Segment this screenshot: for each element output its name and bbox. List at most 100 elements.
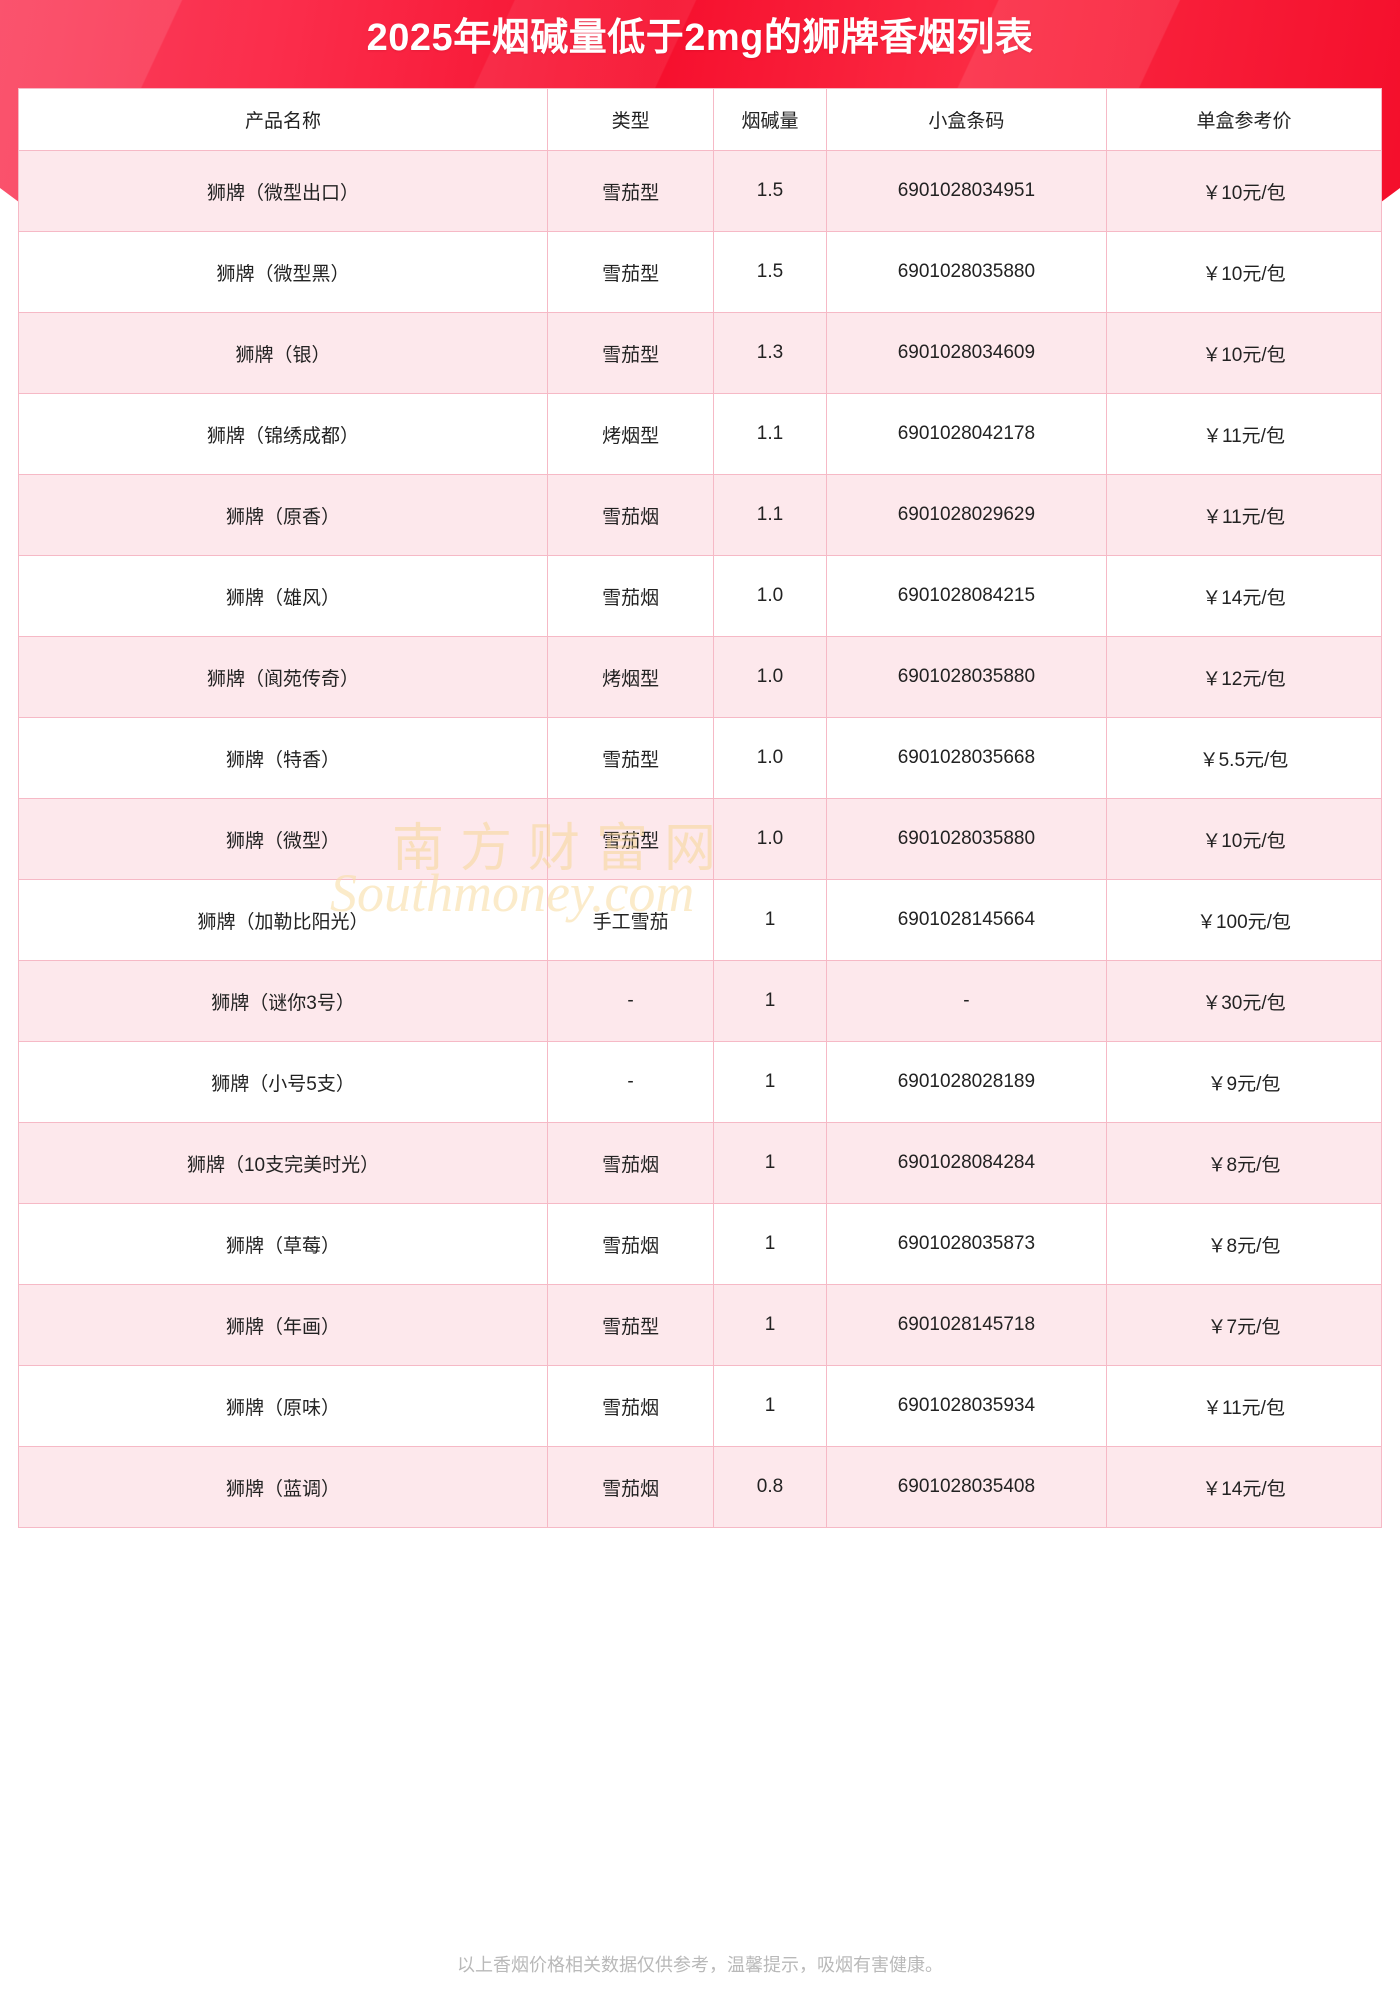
column-header-price: 单盒参考价 (1105, 88, 1383, 151)
price-cell: ￥10元/包 (1105, 798, 1383, 880)
table-row: 狮牌（原味） 雪茄烟 1 6901028035934 ￥11元/包 (17, 1365, 1383, 1447)
table-row: 狮牌（雄风） 雪茄烟 1.0 6901028084215 ￥14元/包 (17, 555, 1383, 637)
product-type-cell: - (547, 960, 715, 1042)
barcode-cell: 6901028145718 (825, 1284, 1107, 1366)
product-name-cell: 狮牌（年画） (17, 1284, 549, 1366)
price-cell: ￥10元/包 (1105, 312, 1383, 394)
barcode-cell: 6901028028189 (825, 1041, 1107, 1123)
barcode-cell: 6901028035934 (825, 1365, 1107, 1447)
product-type-cell: - (547, 1041, 715, 1123)
product-type-cell: 雪茄型 (547, 1284, 715, 1366)
product-name-cell: 狮牌（蓝调） (17, 1446, 549, 1528)
barcode-cell: 6901028035668 (825, 717, 1107, 799)
product-name-cell: 狮牌（银） (17, 312, 549, 394)
table-row: 狮牌（特香） 雪茄型 1.0 6901028035668 ￥5.5元/包 (17, 717, 1383, 799)
cigarette-table-container: 产品名称 类型 烟碱量 小盒条码 单盒参考价 狮牌（微型出口） 雪茄型 1.5 690… (17, 88, 1383, 1528)
table-row: 狮牌（蓝调） 雪茄烟 0.8 6901028035408 ￥14元/包 (17, 1446, 1383, 1528)
table-body: 狮牌（微型出口） 雪茄型 1.5 6901028034951 ￥10元/包 狮牌（微型黑）… (17, 150, 1383, 1528)
price-cell: ￥10元/包 (1105, 231, 1383, 313)
table-head: 产品名称 类型 烟碱量 小盒条码 单盒参考价 (17, 88, 1383, 151)
price-cell: ￥11元/包 (1105, 393, 1383, 475)
product-type-cell: 雪茄型 (547, 798, 715, 880)
product-type-cell: 雪茄型 (547, 150, 715, 232)
product-name-cell: 狮牌（特香） (17, 717, 549, 799)
nicotine-cell: 1.0 (713, 636, 827, 718)
product-type-cell: 雪茄型 (547, 231, 715, 313)
column-header-type: 类型 (547, 88, 715, 151)
price-cell: ￥30元/包 (1105, 960, 1383, 1042)
product-name-cell: 狮牌（雄风） (17, 555, 549, 637)
table-row: 狮牌（谜你3号） -1- ￥30元/包 (17, 960, 1383, 1042)
nicotine-cell: 1.0 (713, 798, 827, 880)
barcode-cell: - (825, 960, 1107, 1042)
barcode-cell: 6901028035880 (825, 231, 1107, 313)
column-header-name: 产品名称 (17, 88, 549, 151)
table-row: 狮牌（加勒比阳光） 手工雪茄 1 6901028145664 ￥100元/包 (17, 879, 1383, 961)
table-row: 狮牌（锦绣成都） 烤烟型 1.1 6901028042178 ￥11元/包 (17, 393, 1383, 475)
table-row: 狮牌（阆苑传奇） 烤烟型 1.0 6901028035880 ￥12元/包 (17, 636, 1383, 718)
nicotine-cell: 1 (713, 1365, 827, 1447)
table-row: 狮牌（原香） 雪茄烟 1.1 6901028029629 ￥11元/包 (17, 474, 1383, 556)
product-type-cell: 烤烟型 (547, 393, 715, 475)
barcode-cell: 6901028029629 (825, 474, 1107, 556)
price-cell: ￥100元/包 (1105, 879, 1383, 961)
product-name-cell: 狮牌（小号5支） (17, 1041, 549, 1123)
barcode-cell: 6901028042178 (825, 393, 1107, 475)
product-name-cell: 狮牌（原味） (17, 1365, 549, 1447)
table-header-row: 产品名称 类型 烟碱量 小盒条码 单盒参考价 (17, 88, 1383, 151)
product-type-cell: 雪茄烟 (547, 1365, 715, 1447)
price-cell: ￥14元/包 (1105, 555, 1383, 637)
nicotine-cell: 1.3 (713, 312, 827, 394)
nicotine-cell: 1 (713, 960, 827, 1042)
product-type-cell: 雪茄型 (547, 717, 715, 799)
barcode-cell: 6901028034609 (825, 312, 1107, 394)
barcode-cell: 6901028084284 (825, 1122, 1107, 1204)
nicotine-cell: 1.5 (713, 231, 827, 313)
price-cell: ￥5.5元/包 (1105, 717, 1383, 799)
barcode-cell: 6901028145664 (825, 879, 1107, 961)
price-cell: ￥9元/包 (1105, 1041, 1383, 1123)
nicotine-cell: 1 (713, 1122, 827, 1204)
nicotine-cell: 1 (713, 1284, 827, 1366)
table-row: 狮牌（草莓） 雪茄烟 1 6901028035873 ￥8元/包 (17, 1203, 1383, 1285)
table-row: 狮牌（10支完美时光） 雪茄烟 1 6901028084284 ￥8元/包 (17, 1122, 1383, 1204)
product-type-cell: 雪茄烟 (547, 1122, 715, 1204)
nicotine-cell: 1 (713, 879, 827, 961)
product-type-cell: 雪茄烟 (547, 555, 715, 637)
price-cell: ￥7元/包 (1105, 1284, 1383, 1366)
product-type-cell: 雪茄烟 (547, 1446, 715, 1528)
footer-disclaimer: 以上香烟价格相关数据仅供参考，温馨提示，吸烟有害健康。 (457, 1955, 943, 1975)
nicotine-cell: 1.1 (713, 474, 827, 556)
barcode-cell: 6901028034951 (825, 150, 1107, 232)
nicotine-cell: 1.1 (713, 393, 827, 475)
product-name-cell: 狮牌（谜你3号） (17, 960, 549, 1042)
price-cell: ￥11元/包 (1105, 1365, 1383, 1447)
product-type-cell: 雪茄型 (547, 312, 715, 394)
product-name-cell: 狮牌（阆苑传奇） (17, 636, 549, 718)
nicotine-cell: 1 (713, 1203, 827, 1285)
page-title: 2025年烟碱量低于2mg的狮牌香烟列表 (366, 17, 1034, 59)
nicotine-cell: 1.5 (713, 150, 827, 232)
product-name-cell: 狮牌（微型黑） (17, 231, 549, 313)
product-name-cell: 狮牌（10支完美时光） (17, 1122, 549, 1204)
price-cell: ￥12元/包 (1105, 636, 1383, 718)
barcode-cell: 6901028084215 (825, 555, 1107, 637)
table-row: 狮牌（银） 雪茄型 1.3 6901028034609 ￥10元/包 (17, 312, 1383, 394)
product-name-cell: 狮牌（微型出口） (17, 150, 549, 232)
barcode-cell: 6901028035873 (825, 1203, 1107, 1285)
price-cell: ￥11元/包 (1105, 474, 1383, 556)
nicotine-cell: 1.0 (713, 717, 827, 799)
table-row: 狮牌（年画） 雪茄型 1 6901028145718 ￥7元/包 (17, 1284, 1383, 1366)
barcode-cell: 6901028035408 (825, 1446, 1107, 1528)
product-type-cell: 烤烟型 (547, 636, 715, 718)
column-header-nicotine: 烟碱量 (713, 88, 827, 151)
product-type-cell: 手工雪茄 (547, 879, 715, 961)
nicotine-cell: 1.0 (713, 555, 827, 637)
column-header-barcode: 小盒条码 (825, 88, 1107, 151)
table-row: 狮牌（微型黑） 雪茄型 1.5 6901028035880 ￥10元/包 (17, 231, 1383, 313)
product-name-cell: 狮牌（微型） (17, 798, 549, 880)
product-type-cell: 雪茄烟 (547, 1203, 715, 1285)
product-name-cell: 狮牌（草莓） (17, 1203, 549, 1285)
table-row: 狮牌（小号5支） -1 6901028028189 ￥9元/包 (17, 1041, 1383, 1123)
